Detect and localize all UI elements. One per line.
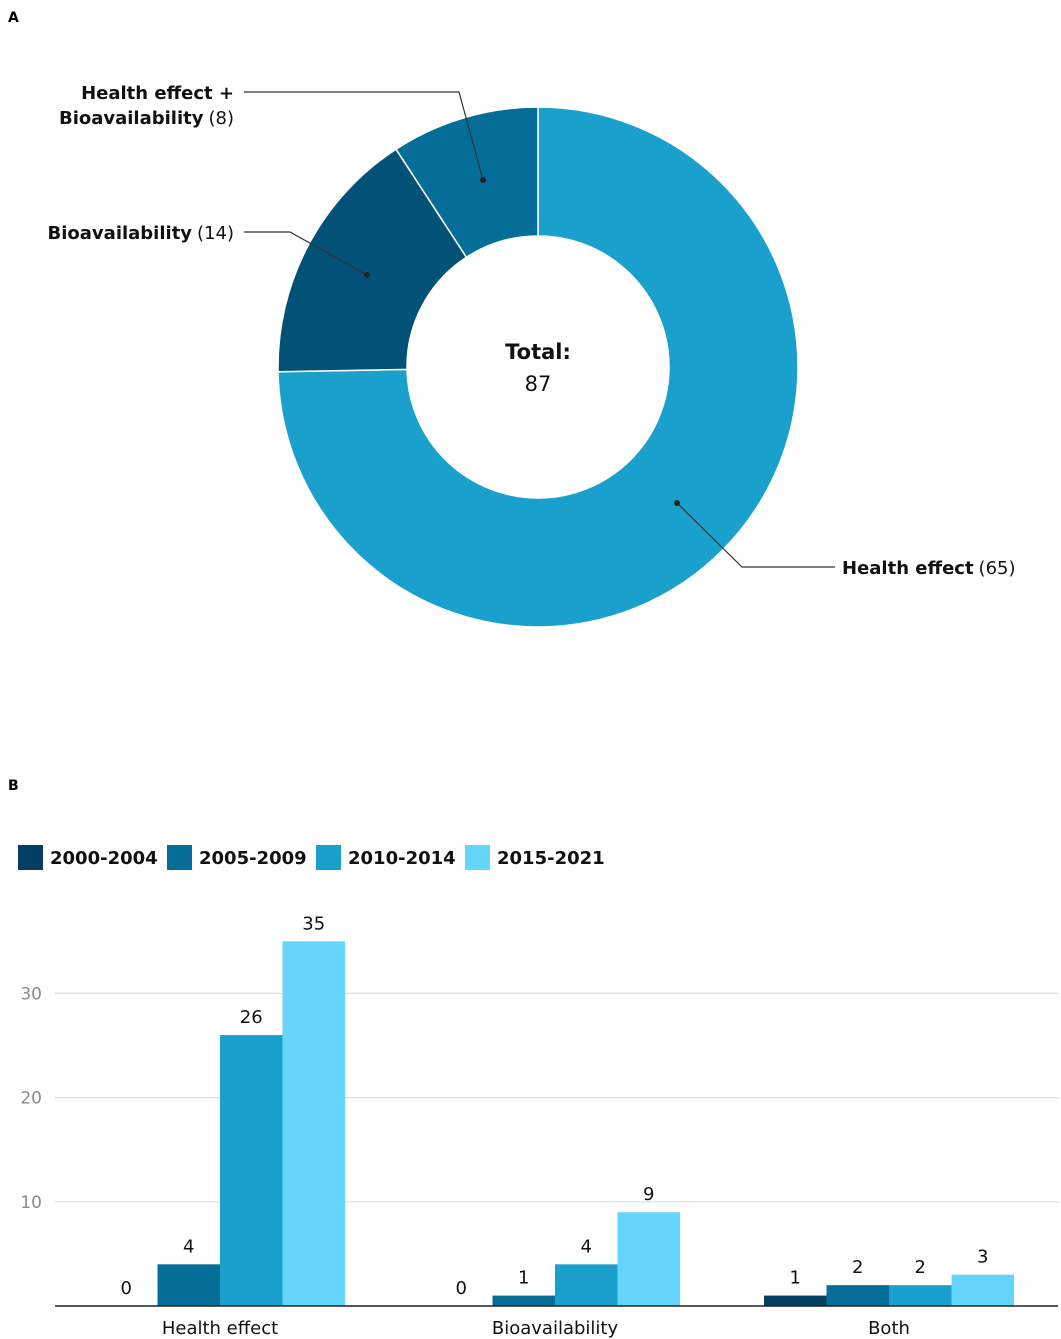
data-label-health-effect-2010-2014: 26 xyxy=(240,1007,263,1028)
y-tick-label-10: 10 xyxy=(20,1193,42,1213)
bar-both-2015-2021 xyxy=(951,1274,1014,1306)
bar-legend: 2000-2004 2005-2009 2010-2014 2015-2021 xyxy=(18,845,605,870)
data-label-health-effect-2005-2009: 4 xyxy=(183,1236,194,1257)
donut-chart xyxy=(277,106,799,628)
x-tick-label-health-effect: Health effect xyxy=(162,1318,278,1339)
donut-center-value: 87 xyxy=(525,372,552,396)
bar-both-2010-2014 xyxy=(889,1285,952,1306)
data-label-bioavailability-2000-2004: 0 xyxy=(456,1278,467,1299)
legend-label-2005-2009: 2005-2009 xyxy=(199,848,307,869)
leader-line-bioavailability xyxy=(244,231,368,276)
data-label-both-2005-2009: 2 xyxy=(852,1257,863,1278)
bar-health-effect-2010-2014 xyxy=(220,1035,283,1306)
legend-swatch-2010-2014 xyxy=(316,845,341,870)
leader-dot-health-effect xyxy=(674,500,680,506)
slice-label-health-effect: Health effect (65) xyxy=(842,558,1016,579)
panel-label-a: A xyxy=(8,10,19,26)
leader-dot-both xyxy=(480,177,486,183)
donut-slice-health-effect xyxy=(277,106,799,628)
legend-swatch-2000-2004 xyxy=(18,845,43,870)
bar-bioavailability-2010-2014 xyxy=(555,1264,618,1306)
bar-health-effect-2015-2021 xyxy=(282,941,345,1306)
data-label-health-effect-2015-2021: 35 xyxy=(302,913,325,934)
donut-center-title: Total: xyxy=(505,340,571,364)
legend-label-2000-2004: 2000-2004 xyxy=(50,848,158,869)
slice-label-bioavailability: Bioavailability (14) xyxy=(48,223,234,244)
y-tick-label-30: 30 xyxy=(20,984,42,1004)
data-label-health-effect-2000-2004: 0 xyxy=(121,1278,132,1299)
donut-slice-bioavailability xyxy=(277,148,468,373)
legend-swatch-2015-2021 xyxy=(465,845,490,870)
data-label-both-2010-2014: 2 xyxy=(915,1257,926,1278)
leader-line-health-effect xyxy=(676,502,835,568)
donut-slice-health-effect-bioavailability xyxy=(394,106,539,259)
leader-dot-bioavailability xyxy=(364,272,370,278)
data-label-both-2000-2004: 1 xyxy=(790,1268,801,1289)
bar-bioavailability-2015-2021 xyxy=(617,1212,680,1306)
bar-chart: 0 4 26 35 0 1 4 9 1 2 2 3 xyxy=(55,913,1058,1307)
leader-line-both xyxy=(244,91,484,181)
legend-label-2010-2014: 2010-2014 xyxy=(348,848,456,869)
bar-health-effect-2005-2009 xyxy=(157,1264,220,1306)
bar-both-2005-2009 xyxy=(826,1285,889,1306)
bar-categories: Health effect Bioavailability Both xyxy=(162,1318,910,1339)
data-label-bioavailability-2010-2014: 4 xyxy=(581,1236,592,1257)
bar-both-2000-2004 xyxy=(764,1295,827,1306)
data-label-both-2015-2021: 3 xyxy=(977,1247,988,1268)
legend-swatch-2005-2009 xyxy=(167,845,192,870)
legend-label-2015-2021: 2015-2021 xyxy=(497,848,605,869)
slice-label-both-line2: Bioavailability (8) xyxy=(59,108,234,129)
bar-grid: 10 20 30 xyxy=(20,984,1058,1213)
y-tick-label-20: 20 xyxy=(20,1089,42,1109)
x-tick-label-bioavailability: Bioavailability xyxy=(492,1318,619,1339)
x-tick-label-both: Both xyxy=(868,1318,910,1339)
data-label-bioavailability-2015-2021: 9 xyxy=(643,1184,654,1205)
slice-label-both-line1: Health effect + xyxy=(81,83,234,104)
data-label-bioavailability-2005-2009: 1 xyxy=(518,1268,529,1289)
bar-bioavailability-2005-2009 xyxy=(492,1295,555,1306)
panel-label-b: B xyxy=(8,778,19,794)
